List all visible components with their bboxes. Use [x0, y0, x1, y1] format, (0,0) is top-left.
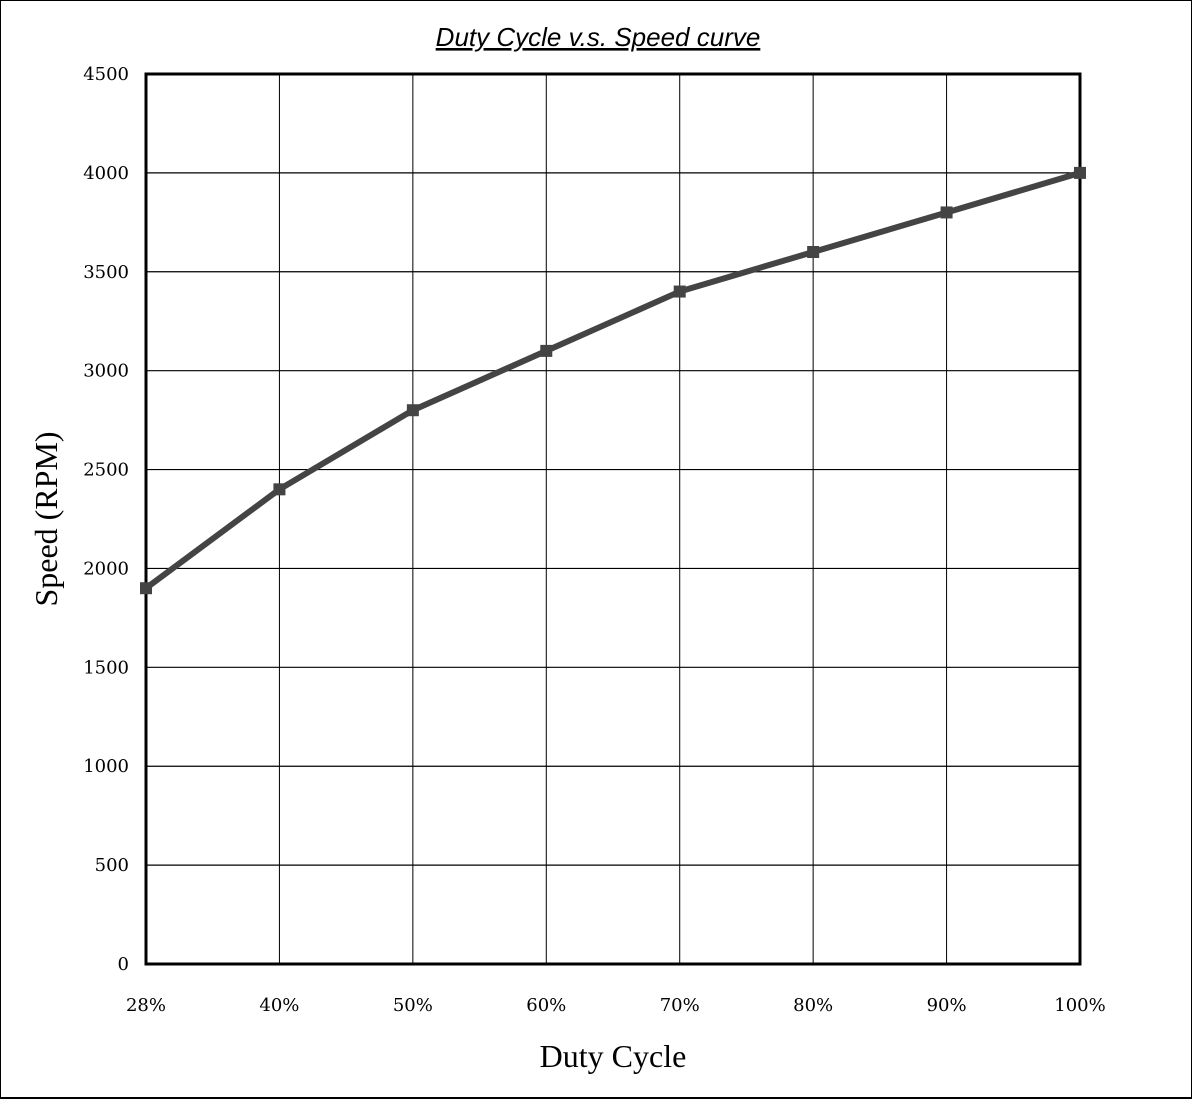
y-tick-label: 4000 — [83, 163, 129, 184]
x-tick-labels: 28% 40% 50% 60% 70% 80% 90% 100% — [126, 995, 1106, 1016]
series-group — [140, 166, 1086, 595]
y-tick-label: 1000 — [83, 756, 129, 777]
plot-area-border — [144, 72, 1082, 966]
x-tick-label: 60% — [526, 995, 566, 1016]
x-tick-label: 100% — [1054, 995, 1105, 1016]
x-axis-label: Duty Cycle — [540, 1038, 687, 1074]
x-tick-label: 70% — [660, 995, 700, 1016]
data-point-marker — [406, 404, 419, 417]
data-point-marker — [540, 344, 553, 357]
y-tick-label: 1500 — [83, 657, 129, 678]
x-tick-label: 80% — [793, 995, 833, 1016]
data-point-marker — [940, 206, 953, 219]
y-tick-label: 4500 — [83, 64, 129, 85]
data-point-marker — [273, 483, 286, 496]
x-tick-label: 40% — [259, 995, 299, 1016]
x-tick-label: 28% — [126, 995, 166, 1016]
data-point-marker — [807, 246, 820, 258]
y-axis-label: Speed (RPM) — [28, 431, 64, 606]
x-tick-label: 50% — [393, 995, 433, 1016]
y-tick-label: 2500 — [83, 460, 129, 481]
grid — [145, 73, 1081, 965]
y-tick-label: 3500 — [83, 262, 129, 283]
y-tick-labels: 0 500 1000 1500 2000 2500 3000 3500 4000 4500 — [83, 64, 129, 975]
data-point-marker — [1074, 166, 1086, 179]
series-line — [144, 170, 1081, 591]
data-point-marker — [673, 285, 686, 298]
y-tick-label: 0 — [118, 954, 129, 975]
x-tick-label: 90% — [927, 995, 967, 1016]
chart-title: Duty Cycle v.s. Speed curve — [436, 22, 761, 52]
y-tick-label: 3000 — [83, 361, 129, 382]
y-tick-label: 500 — [95, 855, 129, 876]
data-point-marker — [140, 582, 152, 595]
y-tick-label: 2000 — [83, 558, 129, 579]
